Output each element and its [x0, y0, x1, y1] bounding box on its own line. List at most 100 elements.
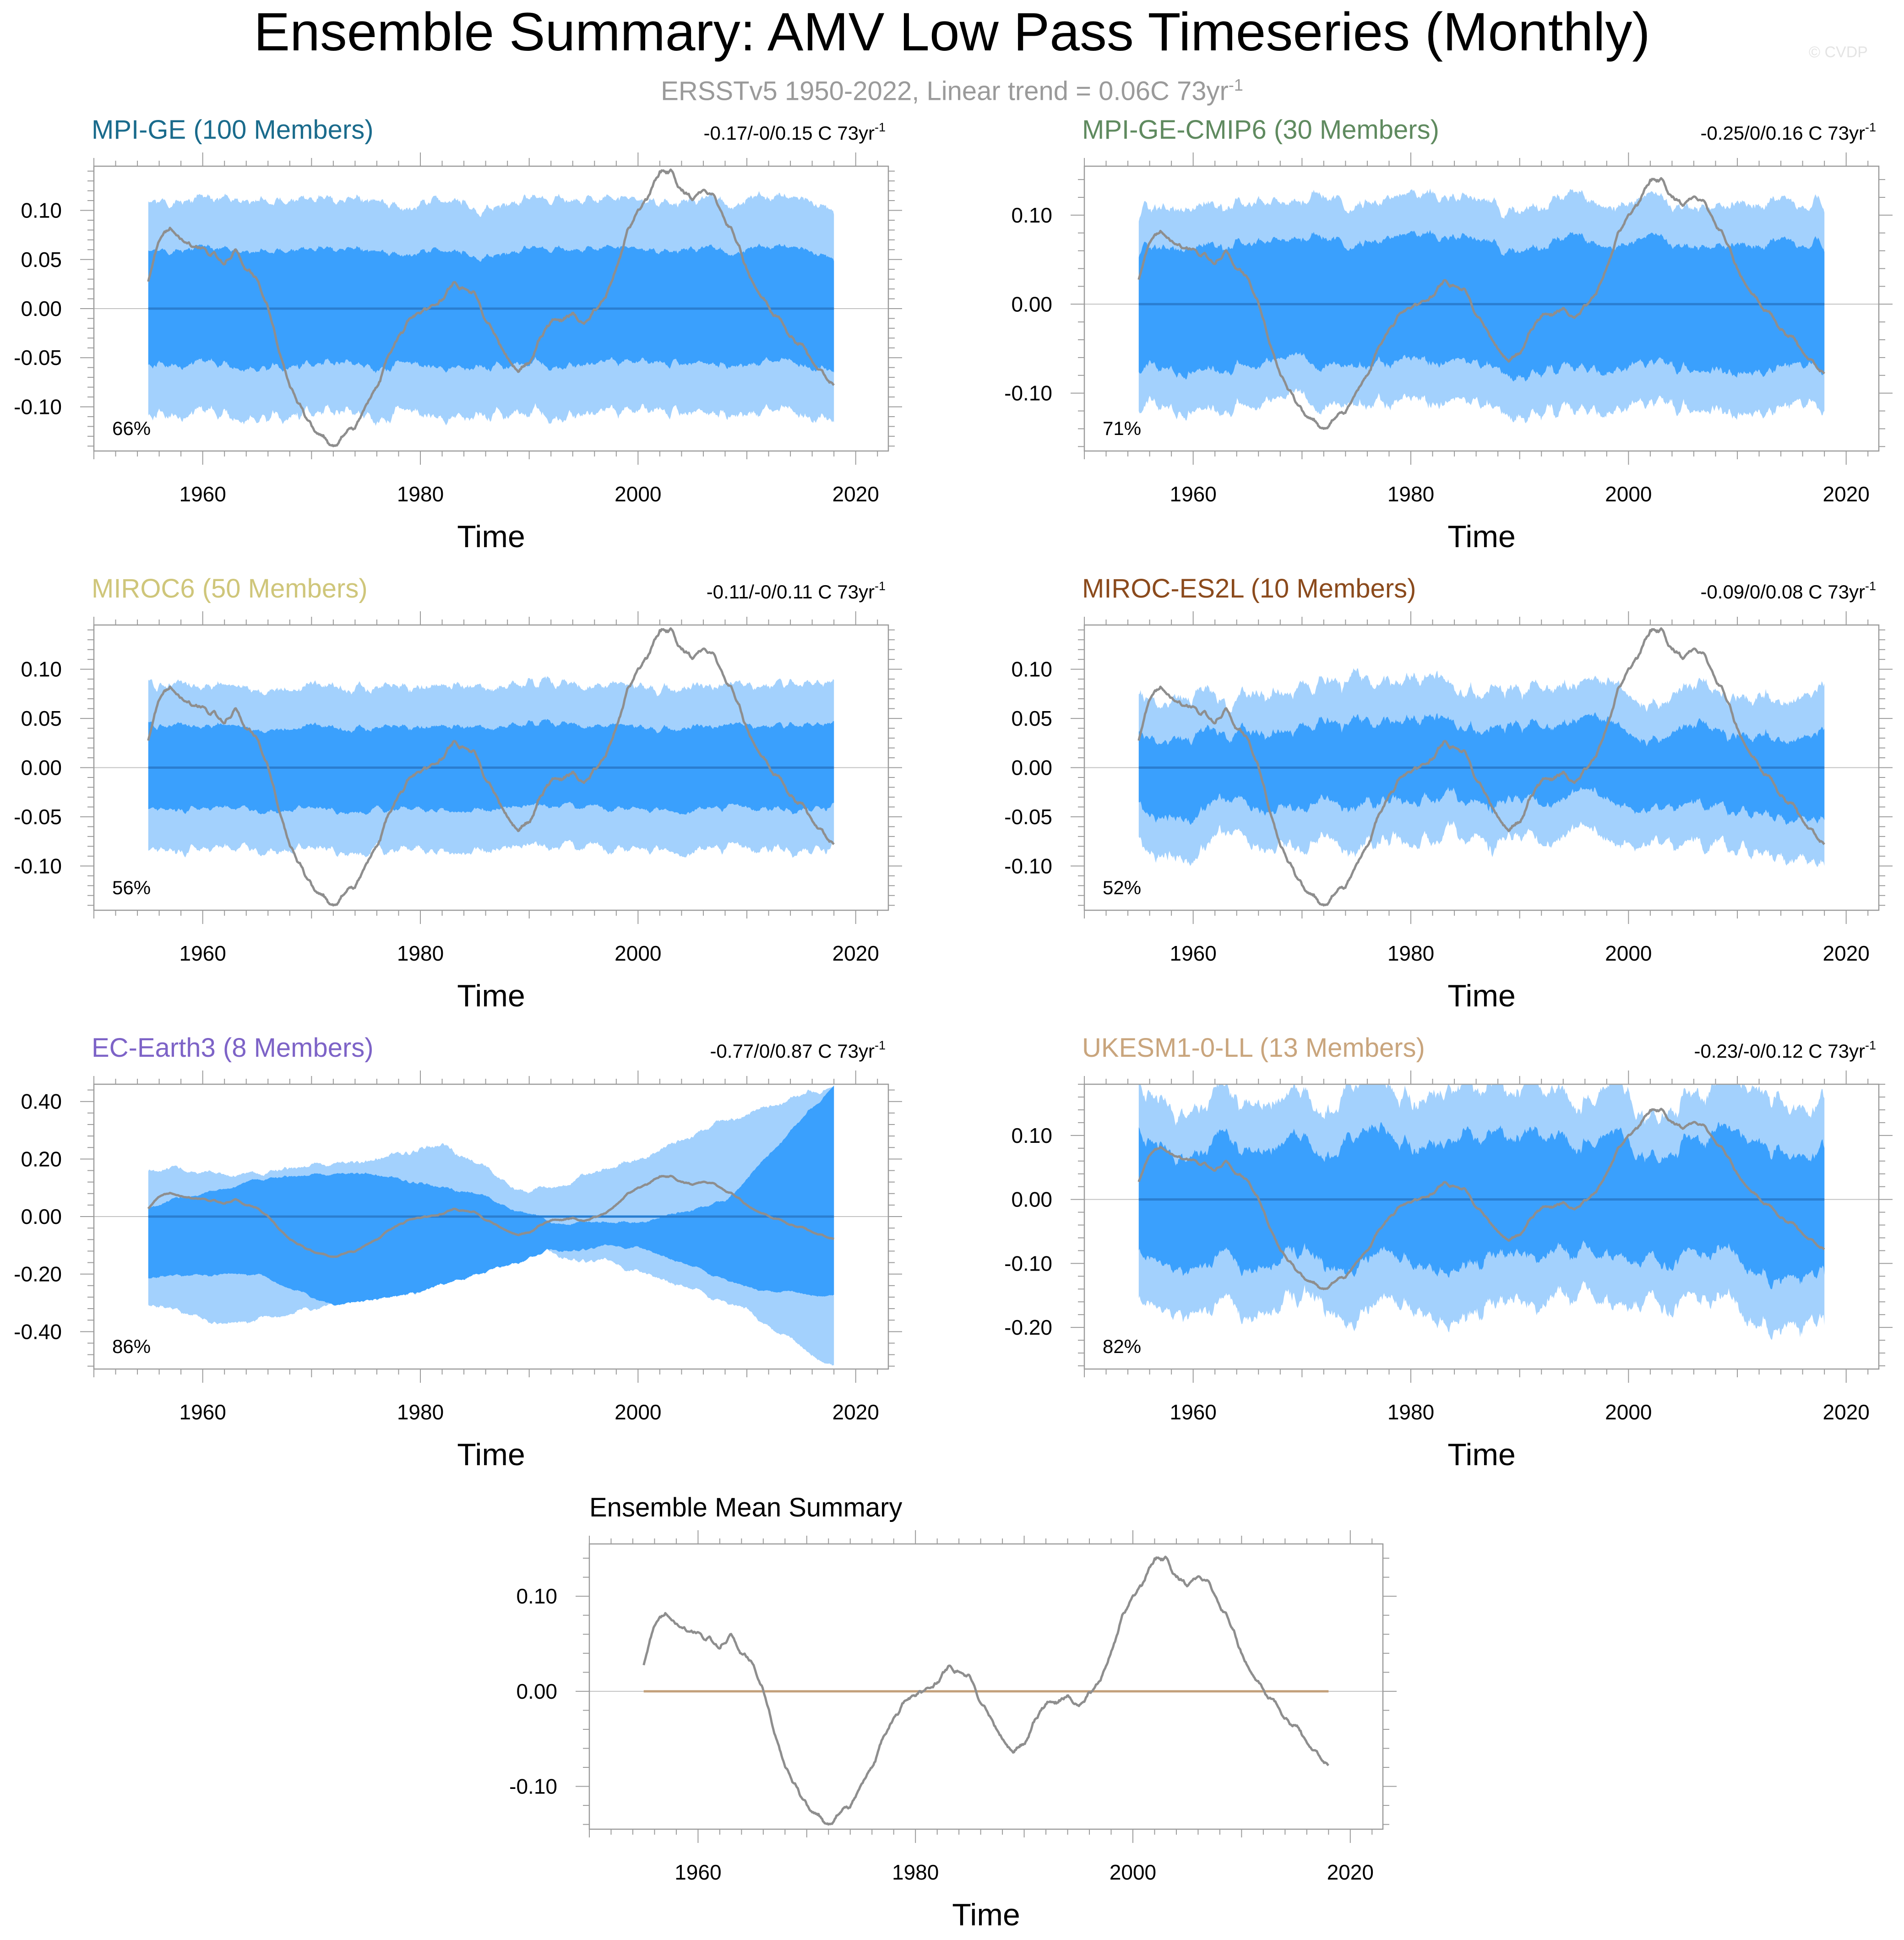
x-tick-label: 2020 — [832, 941, 879, 965]
panel-miroc6: 1960 1980 2000 2020 0.10 0.05 0.00 -0.05 -0.10 Ti… — [14, 574, 902, 1013]
panel-miroc-es2l: 1960 1980 2000 2020 0.10 0.05 0.00 -0.05 -0.10 Ti… — [1004, 574, 1893, 1013]
percent-label: 66% — [112, 418, 151, 439]
plot-frame — [1083, 165, 1880, 452]
x-axis-label: Time — [952, 1897, 1020, 1932]
plot-frame — [588, 1543, 1384, 1830]
x-tick-label: 1980 — [892, 1860, 939, 1884]
observed-line — [1137, 627, 1825, 907]
y-tick-label: 0.10 — [1011, 658, 1052, 681]
x-tick-label: 2000 — [615, 941, 661, 965]
y-tick-label: 0.00 — [516, 1679, 557, 1703]
x-tick-label: 1960 — [179, 482, 226, 506]
panel-title: Ensemble Mean Summary — [589, 1493, 902, 1522]
plot-area — [94, 1085, 888, 1366]
panel-mpi-ge-cmip6: 1960 1980 2000 2020 0.10 0.00 -0.10 Time MPI-GE-… — [1004, 115, 1893, 554]
x-tick-label: 1960 — [1170, 1400, 1216, 1424]
y-tick-label: 0.00 — [1011, 292, 1052, 316]
plot-area — [94, 627, 888, 907]
percent-label: 56% — [112, 877, 151, 898]
inner-spread-band — [148, 1085, 834, 1306]
y-tick-label: 0.10 — [516, 1584, 557, 1608]
y-tick-label: 0.05 — [1011, 706, 1052, 730]
y-tick-label: -0.10 — [1004, 1251, 1052, 1275]
y-tick-label: 0.40 — [21, 1090, 62, 1114]
y-tick-label: 0.10 — [21, 658, 62, 681]
y-tick-label: -0.20 — [1004, 1315, 1052, 1339]
x-tick-label: 1980 — [397, 1400, 444, 1424]
y-tick-label: -0.10 — [14, 854, 62, 878]
x-tick-label: 2000 — [1605, 1400, 1652, 1424]
y-tick-label: 0.05 — [21, 248, 62, 272]
observed-line — [1137, 177, 1825, 430]
panel-mpi-ge: 1960 1980 2000 2020 0.10 0.05 0.00 -0.05 -0.10 Ti… — [14, 115, 902, 554]
panel-title: MIROC6 (50 Members) — [92, 574, 368, 603]
x-tick-label: 1980 — [1387, 1400, 1434, 1424]
x-tick-label: 2020 — [832, 1400, 879, 1424]
x-tick-label: 2020 — [1823, 941, 1870, 965]
y-tick-label: 0.10 — [1011, 203, 1052, 227]
percent-label: 86% — [112, 1336, 151, 1357]
panel-title: EC-Earth3 (8 Members) — [92, 1033, 374, 1063]
x-tick-label: 2000 — [615, 1400, 661, 1424]
x-tick-label: 1980 — [397, 941, 444, 965]
y-tick-label: -0.10 — [509, 1775, 557, 1799]
panel-ukesm1-0-ll: 1960 1980 2000 2020 0.10 0.00 -0.10 -0.20 Time UK… — [1004, 1033, 1893, 1472]
percent-label: 71% — [1103, 418, 1141, 439]
x-axis-label: Time — [457, 978, 525, 1013]
plot-area — [94, 168, 888, 447]
range-label: -0.23/-0/0.12 C 73yr-1 — [1694, 1038, 1876, 1062]
y-tick-label: 0.05 — [21, 706, 62, 730]
observed-line — [1137, 1108, 1825, 1290]
x-tick-label: 2000 — [1605, 941, 1652, 965]
y-tick-label: -0.10 — [1004, 381, 1052, 405]
x-tick-label: 1960 — [675, 1860, 721, 1884]
y-tick-label: -0.05 — [1004, 805, 1052, 829]
percent-label: 52% — [1103, 877, 1141, 898]
x-tick-label: 2020 — [1823, 482, 1870, 506]
observed-line — [642, 1555, 1329, 1826]
y-tick-label: -0.05 — [14, 346, 62, 370]
y-tick-label: -0.10 — [1004, 854, 1052, 878]
observed-line — [147, 1174, 834, 1258]
x-axis-label: Time — [457, 519, 525, 554]
y-tick-label: 0.10 — [21, 199, 62, 223]
y-tick-label: 0.00 — [1011, 1188, 1052, 1212]
plot-frame — [1083, 1083, 1880, 1370]
x-axis-label: Time — [1447, 519, 1516, 554]
y-tick-label: 0.00 — [1011, 756, 1052, 780]
x-tick-label: 2000 — [615, 482, 661, 506]
percent-label: 82% — [1103, 1336, 1141, 1357]
y-tick-label: -0.05 — [14, 805, 62, 829]
panel-title: UKESM1-0-LL (13 Members) — [1082, 1033, 1425, 1063]
plot-area — [1084, 177, 1879, 430]
observed-line — [147, 168, 835, 447]
x-tick-label: 2020 — [832, 482, 879, 506]
plot-area — [1084, 627, 1879, 907]
x-tick-label: 1960 — [1170, 941, 1216, 965]
x-tick-label: 1960 — [1170, 482, 1216, 506]
plot-area — [1084, 1084, 1879, 1340]
x-tick-label: 1980 — [397, 482, 444, 506]
y-tick-label: -0.10 — [14, 395, 62, 418]
x-tick-label: 2020 — [1327, 1860, 1374, 1884]
panel-title: MPI-GE-CMIP6 (30 Members) — [1082, 115, 1439, 145]
x-tick-label: 1960 — [179, 1400, 226, 1424]
range-label: -0.11/-0/0.11 C 73yr-1 — [707, 579, 886, 603]
x-axis-label: Time — [457, 1437, 525, 1472]
panel-title: MIROC-ES2L (10 Members) — [1082, 574, 1416, 603]
plot-frame — [93, 1083, 889, 1370]
panel-ensemble-mean: 1960 1980 2000 2020 0.10 0.00 -0.10 Time Ensembl… — [509, 1493, 1397, 1932]
panel-title: MPI-GE (100 Members) — [92, 115, 374, 145]
inner-spread-band — [1138, 230, 1825, 382]
copyright-watermark: © CVDP — [1809, 43, 1868, 61]
range-label: -0.77/0/0.87 C 73yr-1 — [710, 1038, 886, 1062]
y-tick-label: 0.10 — [1011, 1124, 1052, 1147]
x-tick-label: 1980 — [1387, 482, 1434, 506]
x-tick-label: 1980 — [1387, 941, 1434, 965]
y-tick-label: 0.00 — [21, 756, 62, 780]
subtitle-text: ERSSTv5 1950-2022, Linear trend = 0.06C … — [661, 76, 1229, 106]
y-tick-label: 0.00 — [21, 1205, 62, 1228]
y-tick-label: 0.20 — [21, 1147, 62, 1171]
range-label: -0.09/0/0.08 C 73yr-1 — [1700, 579, 1876, 603]
